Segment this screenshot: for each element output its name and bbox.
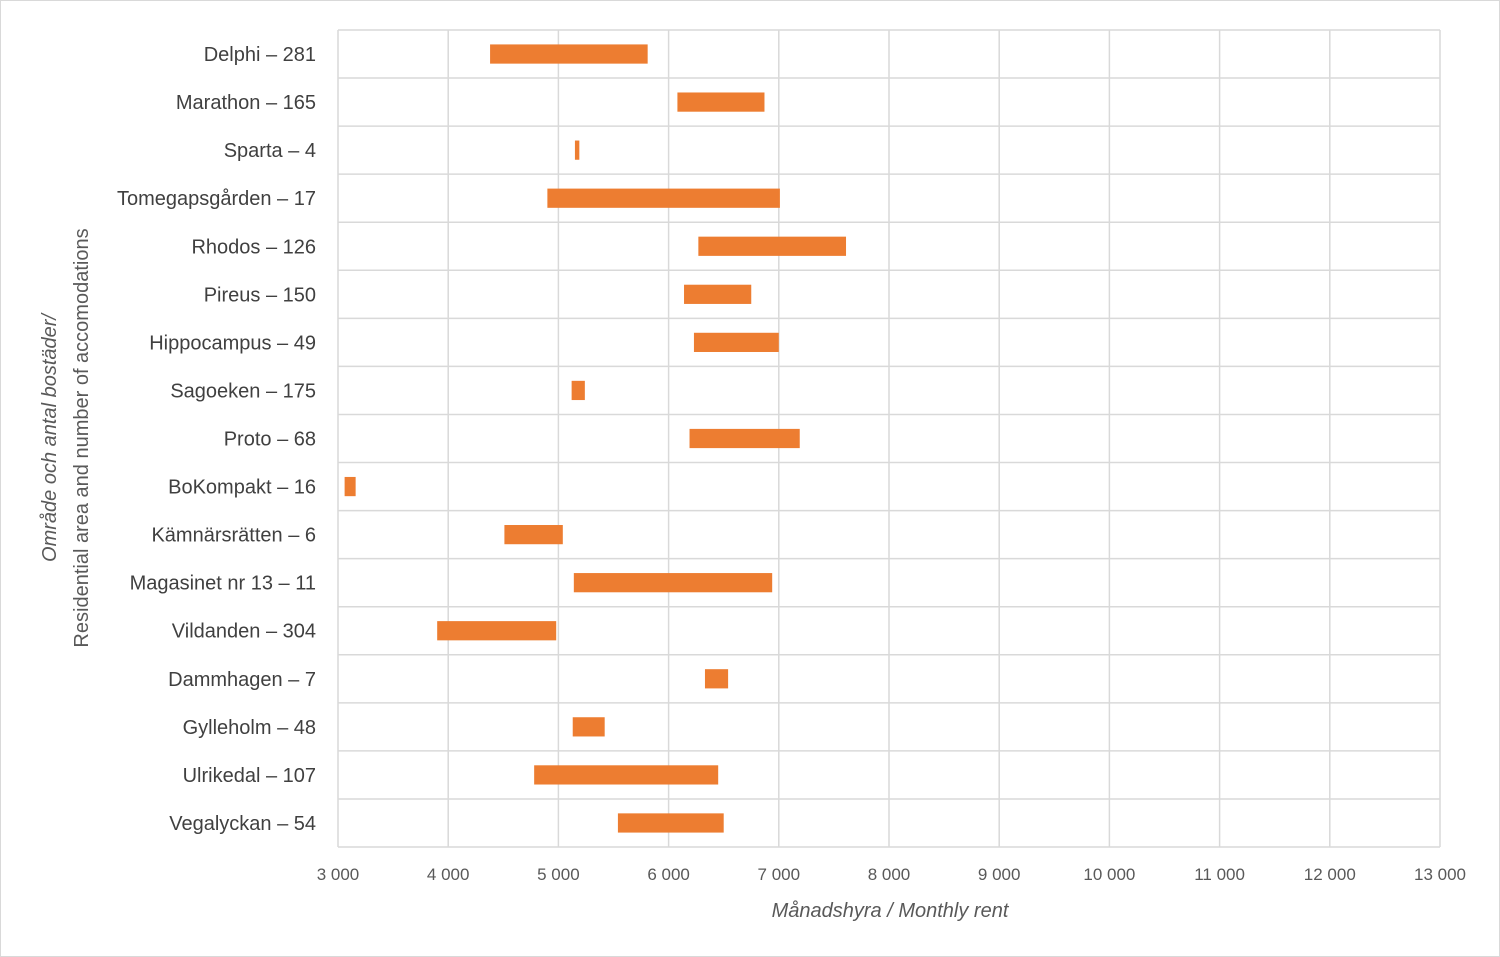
category-label: Hippocampus – 49 bbox=[149, 332, 316, 354]
x-tick-labels: 3 000 4 000 5 000 6 000 7 000 8 000 9 000 10 00… bbox=[317, 865, 1466, 884]
category-label: Delphi – 281 bbox=[204, 44, 316, 66]
x-tick-label: 13 000 bbox=[1414, 865, 1466, 884]
category-label: Vildanden – 304 bbox=[172, 621, 316, 643]
range-bar bbox=[490, 44, 648, 64]
range-bar bbox=[534, 765, 719, 785]
category-label: Sagoeken – 175 bbox=[170, 380, 316, 402]
x-tick-label: 10 000 bbox=[1083, 865, 1135, 884]
category-label: Sparta – 4 bbox=[224, 140, 316, 162]
category-label: Vegalyckan – 54 bbox=[169, 813, 316, 835]
category-label: Pireus – 150 bbox=[204, 284, 316, 306]
category-label: Proto – 68 bbox=[224, 429, 316, 451]
x-axis-title: Månadshyra / Monthly rent bbox=[772, 900, 1010, 922]
x-tick-label: 3 000 bbox=[317, 865, 360, 884]
x-tick-label: 9 000 bbox=[978, 865, 1021, 884]
range-bar bbox=[573, 573, 773, 593]
range-bars bbox=[344, 44, 847, 833]
x-tick-label: 12 000 bbox=[1304, 865, 1356, 884]
category-labels: Delphi – 281 Marathon – 165 Sparta – 4 Tome… bbox=[117, 44, 316, 835]
category-label: Marathon – 165 bbox=[176, 92, 316, 114]
x-tick-label: 7 000 bbox=[758, 865, 801, 884]
category-label: Ulrikedal – 107 bbox=[183, 765, 316, 787]
range-bar bbox=[698, 236, 847, 256]
x-tick-label: 4 000 bbox=[427, 865, 470, 884]
category-label: Gylleholm – 48 bbox=[183, 717, 316, 739]
x-tick-label: 8 000 bbox=[868, 865, 911, 884]
category-label: Dammhagen – 7 bbox=[168, 669, 316, 691]
y-axis-title: Område och antal bostäder/ Residential a… bbox=[39, 228, 93, 647]
range-bar bbox=[677, 92, 765, 112]
range-bar bbox=[344, 476, 356, 497]
gridlines bbox=[337, 29, 1441, 848]
range-bar bbox=[571, 380, 585, 401]
range-bar bbox=[437, 621, 557, 641]
range-bar bbox=[572, 717, 605, 737]
category-label: Tomegapsgården – 17 bbox=[117, 188, 316, 210]
x-tick-label: 5 000 bbox=[537, 865, 580, 884]
y-axis-title-line2: Residential area and number of accomodat… bbox=[71, 228, 93, 647]
category-label: BoKompakt – 16 bbox=[168, 477, 316, 499]
range-bar bbox=[704, 669, 729, 689]
range-bar bbox=[504, 525, 563, 545]
range-bar bbox=[689, 428, 800, 449]
x-tick-label: 11 000 bbox=[1194, 865, 1245, 884]
y-axis-title-line1: Område och antal bostäder/ bbox=[39, 312, 61, 562]
category-label: Magasinet nr 13 – 11 bbox=[130, 573, 316, 595]
category-label: Kämnärsrätten – 6 bbox=[151, 525, 316, 547]
range-bar bbox=[574, 140, 580, 160]
x-tick-label: 6 000 bbox=[647, 865, 690, 884]
range-bar bbox=[693, 332, 779, 352]
category-label: Rhodos – 126 bbox=[191, 236, 316, 258]
range-bar bbox=[617, 813, 724, 833]
range-bar bbox=[684, 284, 752, 304]
range-bar bbox=[547, 188, 780, 208]
